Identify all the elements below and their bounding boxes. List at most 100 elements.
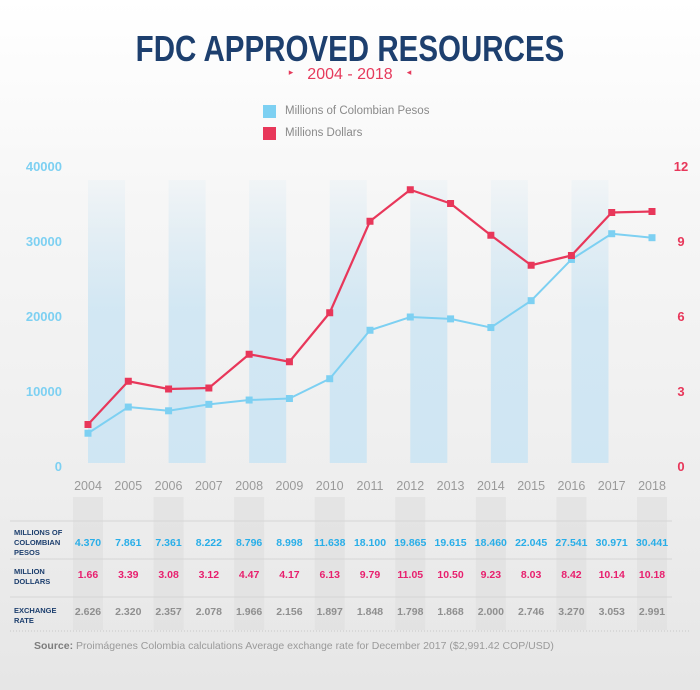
x-tick-label: 2013 — [437, 479, 465, 493]
table-row-label: RATE — [14, 616, 34, 625]
dollars-point — [447, 200, 455, 207]
y-left-tick-label: 40000 — [26, 159, 62, 174]
table-cell: 19.865 — [394, 537, 426, 549]
table-cell: 18.100 — [354, 537, 386, 549]
table-cell: 2.626 — [75, 606, 101, 618]
dollars-point — [527, 261, 535, 269]
x-tick-label: 2016 — [558, 479, 586, 493]
table-row-label: PESOS — [14, 548, 40, 557]
year-range: 2004 - 2018 — [307, 66, 393, 83]
chart-band — [490, 180, 528, 463]
table-cell: 1.966 — [236, 606, 262, 618]
legend: Millions of Colombian Pesos Millions Dol… — [263, 101, 429, 145]
x-tick-label: 2015 — [517, 479, 545, 493]
pesos-point — [567, 255, 575, 263]
dollars-point — [84, 421, 92, 428]
table-cell: 2.156 — [276, 606, 302, 618]
table-cell: 7.861 — [115, 537, 141, 549]
table-cell: 9.23 — [481, 569, 502, 581]
table-cell: 2.357 — [155, 606, 181, 618]
table-cell: 19.615 — [435, 537, 467, 549]
table-cell: 4.47 — [239, 569, 260, 581]
pesos-point — [406, 313, 414, 321]
x-tick-label: 2007 — [195, 479, 223, 493]
legend-item-dollars[interactable]: Millions Dollars — [263, 123, 429, 143]
table-row-label: DOLLARS — [14, 577, 50, 586]
table-cell: 8.03 — [521, 569, 542, 581]
pesos-point — [487, 324, 495, 332]
x-tick-label: 2012 — [396, 479, 424, 493]
source-note: Source: Proimágenes Colombia calculation… — [34, 640, 554, 652]
table-column-band — [234, 497, 265, 630]
table-cell: 6.13 — [319, 569, 340, 581]
dollars-point — [648, 208, 656, 215]
x-tick-label: 2005 — [114, 479, 142, 493]
table-cell: 22.045 — [515, 537, 547, 549]
dollars-point — [165, 385, 173, 393]
dollars-point — [285, 358, 293, 366]
pesos-point — [326, 375, 334, 383]
table-bands — [73, 497, 667, 630]
chart-band — [88, 180, 126, 463]
table-cell: 2.320 — [115, 606, 141, 618]
table-cell: 9.79 — [360, 569, 381, 581]
table-column-band — [475, 497, 506, 630]
dollars-point — [124, 377, 132, 385]
chart-bands — [88, 180, 609, 463]
table-cell: 3.12 — [199, 569, 220, 581]
table-cell: 3.39 — [118, 569, 139, 581]
table-cell: 1.66 — [78, 569, 99, 581]
y-right-tick-label: 0 — [677, 459, 684, 474]
y-left-tick-label: 20000 — [26, 309, 62, 324]
legend-swatch-pesos — [263, 104, 276, 118]
table-column-band — [314, 497, 345, 630]
dollars-point — [406, 186, 414, 194]
table-cell: 4.17 — [279, 569, 300, 581]
table-column-band — [395, 497, 426, 630]
y-axis-left: 40000 30000 20000 10000 0 — [26, 159, 62, 474]
table-cell: 11.05 — [397, 569, 423, 581]
table-cell: 2.746 — [518, 606, 544, 618]
chart-band — [571, 180, 609, 463]
table-cell: 11.638 — [314, 537, 346, 549]
pesos-point — [527, 297, 535, 305]
table-cell: 1.798 — [397, 606, 423, 618]
table-row-label: MILLION — [14, 567, 45, 576]
x-axis: 2004 2005 2006 2007 2008 2009 2010 2011 2012 2013… — [74, 479, 666, 493]
dollars-point — [205, 384, 213, 392]
left-triangle-icon: ◂ — [406, 67, 412, 78]
x-tick-label: 2011 — [357, 479, 384, 493]
x-tick-label: 2018 — [638, 479, 666, 493]
table-cell: 1.868 — [437, 606, 463, 618]
table-cell: 8.42 — [561, 569, 582, 581]
table-cell: 8.796 — [236, 537, 262, 549]
table-cell: 18.460 — [475, 537, 507, 549]
table-cell: 2.991 — [639, 606, 665, 618]
table-column-band — [556, 497, 587, 630]
pesos-point — [648, 234, 656, 242]
chart-title: FDC APPROVED RESOURCES — [135, 28, 565, 69]
y-left-tick-label: 10000 — [26, 384, 62, 399]
table-cell: 8.222 — [196, 537, 222, 549]
y-axis-right: 12 9 6 3 0 — [674, 159, 688, 474]
y-right-tick-label: 3 — [677, 384, 684, 399]
x-tick-label: 2006 — [155, 479, 183, 493]
chart-band — [329, 180, 367, 463]
table-column-band — [73, 497, 103, 630]
legend-item-pesos[interactable]: Millions of Colombian Pesos — [263, 101, 429, 121]
table-row-label: MILLIONS OF — [14, 528, 63, 537]
chart-band — [410, 180, 448, 463]
table-cell: 2.078 — [196, 606, 222, 618]
table-cell: 3.08 — [158, 569, 179, 581]
pesos-point — [608, 230, 616, 238]
pesos-point — [84, 429, 92, 437]
legend-label-dollars: Millions Dollars — [285, 127, 363, 139]
pesos-point — [447, 315, 455, 323]
table-cell: 30.971 — [596, 537, 628, 549]
x-tick-label: 2008 — [235, 479, 263, 493]
table-column-band — [637, 497, 667, 630]
table-cell: 10.14 — [599, 569, 625, 581]
y-left-tick-label: 0 — [55, 459, 62, 474]
table-cell: 3.053 — [599, 606, 625, 618]
